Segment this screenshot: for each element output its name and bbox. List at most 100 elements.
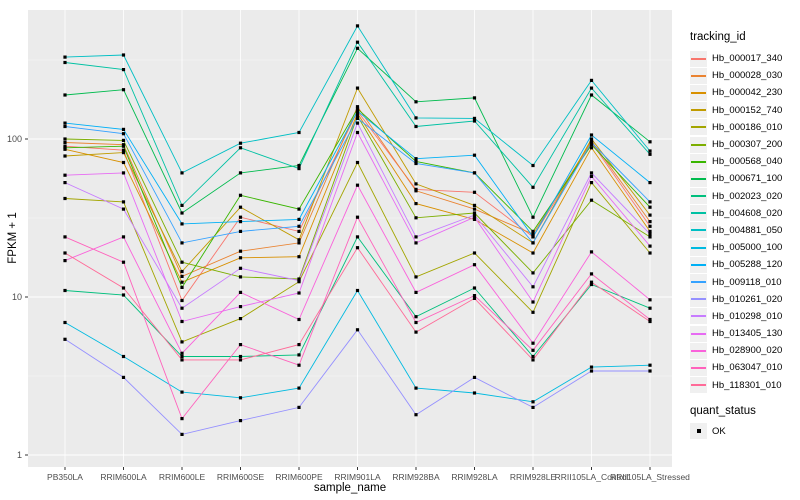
data-point [63,125,66,128]
data-point [531,342,534,345]
legend-key-swatch [690,274,707,290]
data-point [356,161,359,164]
data-point [122,68,125,71]
legend-key-swatch [690,102,707,118]
data-point [63,197,66,200]
data-point [531,251,534,254]
data-point [531,271,534,274]
data-point [180,241,183,244]
legend-key-swatch [690,343,707,359]
data-point [590,146,593,149]
data-point [122,132,125,135]
data-point [180,211,183,214]
x-tick-label: RRIM928BA [392,472,440,482]
legend-key-swatch [690,205,707,221]
legend-item-Hb_000307_200: Hb_000307_200 [690,136,798,153]
legend-line-icon [691,264,706,266]
data-point [414,241,417,244]
data-point [356,246,359,249]
legend-item-label: Hb_005288_120 [712,259,782,270]
data-point [239,230,242,233]
data-point [180,171,183,174]
legend-item-label: Hb_000671_100 [712,173,782,184]
legend-line-icon [691,384,706,386]
data-point [473,286,476,289]
data-point [297,241,300,244]
data-point [63,154,66,157]
legend-item-label: Hb_000307_200 [712,139,782,150]
data-point [531,235,534,238]
data-point [590,175,593,178]
data-point [63,338,66,341]
data-point [648,251,651,254]
data-point [122,261,125,264]
legend-key-swatch [690,360,707,376]
data-point [648,320,651,323]
data-point [297,255,300,258]
data-point [531,349,534,352]
data-point [63,289,66,292]
legend-item-Hb_013405_130: Hb_013405_130 [690,325,798,342]
data-point [63,181,66,184]
data-point [414,387,417,390]
legend-line-icon [691,229,706,231]
x-axis-title: sample_name [28,482,672,494]
legend-line-icon [691,178,706,180]
legend-item-label: Hb_118301_010 [712,380,782,391]
data-point [63,141,66,144]
data-point [180,281,183,284]
data-point [590,272,593,275]
data-point [180,340,183,343]
data-point [531,358,534,361]
data-point [122,161,125,164]
legend-line-icon [691,212,706,214]
y-tick-label: 1 [17,450,22,460]
legend-title-quant-status: quant_status [690,405,798,417]
data-point [648,214,651,217]
data-point [414,291,417,294]
data-point [297,318,300,321]
legend-item-label: Hb_009118_010 [712,277,782,288]
data-point [122,208,125,211]
legend-key-swatch [690,326,707,342]
legend-item-Hb_000671_100: Hb_000671_100 [690,170,798,187]
data-point [180,391,183,394]
data-point [648,298,651,301]
data-point [180,307,183,310]
data-point [356,87,359,90]
data-point [180,261,183,264]
data-point [356,289,359,292]
data-point [122,139,125,142]
data-point [648,200,651,203]
data-point [414,202,417,205]
data-point [180,320,183,323]
data-point [356,184,359,187]
data-point [239,206,242,209]
legend-key-swatch [690,171,707,187]
legend-item-label: Hb_013405_130 [712,328,782,339]
data-point [297,353,300,356]
x-tick-label: RRIM600SE [217,472,265,482]
legend-line-icon [691,144,706,146]
legend-line-icon [691,75,706,77]
data-point [297,406,300,409]
plot-window: PB350LARRIM600LARRIM600LERRIM600SERRIM60… [0,0,800,500]
legend-line-icon [691,195,706,197]
data-point [531,406,534,409]
data-point [473,208,476,211]
data-point [122,151,125,154]
data-point [239,317,242,320]
legend-item-Hb_000042_230: Hb_000042_230 [690,84,798,101]
data-point [590,250,593,253]
data-point [590,93,593,96]
data-point [239,250,242,253]
data-point [297,230,300,233]
data-point [180,417,183,420]
legend-key-swatch [690,51,707,67]
data-point [531,164,534,167]
data-point [63,122,66,125]
data-point [122,88,125,91]
data-point [648,225,651,228]
data-point [473,297,476,300]
data-point [239,275,242,278]
